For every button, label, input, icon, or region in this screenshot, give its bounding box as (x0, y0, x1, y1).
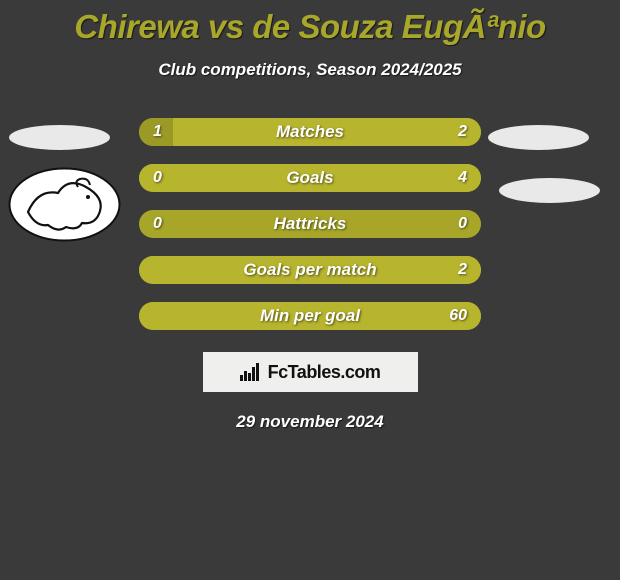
footer-date: 29 november 2024 (0, 412, 620, 432)
stat-row: Min per goal60 (139, 302, 481, 330)
stat-row: Goals per match2 (139, 256, 481, 284)
stat-label: Min per goal (139, 306, 481, 326)
stat-label: Goals per match (139, 260, 481, 280)
stat-label: Goals (139, 168, 481, 188)
stat-value-right: 4 (458, 169, 467, 187)
player-left-placeholder (9, 125, 110, 150)
bars-icon (240, 363, 262, 381)
stat-row: 0Hattricks0 (139, 210, 481, 238)
stat-row: 1Matches2 (139, 118, 481, 146)
stat-value-right: 60 (449, 307, 467, 325)
stat-label: Hattricks (139, 214, 481, 234)
stat-value-right: 0 (458, 215, 467, 233)
player-right-placeholder-2 (499, 178, 600, 203)
stat-row: 0Goals4 (139, 164, 481, 192)
player-right-placeholder (488, 125, 589, 150)
watermark: FcTables.com (203, 352, 418, 392)
page-title: Chirewa vs de Souza EugÃªnio (0, 0, 620, 46)
club-logo-left (8, 167, 121, 242)
stat-value-right: 2 (458, 123, 467, 141)
stat-label: Matches (139, 122, 481, 142)
stat-value-right: 2 (458, 261, 467, 279)
watermark-label: FcTables.com (268, 362, 381, 383)
page-subtitle: Club competitions, Season 2024/2025 (0, 60, 620, 80)
